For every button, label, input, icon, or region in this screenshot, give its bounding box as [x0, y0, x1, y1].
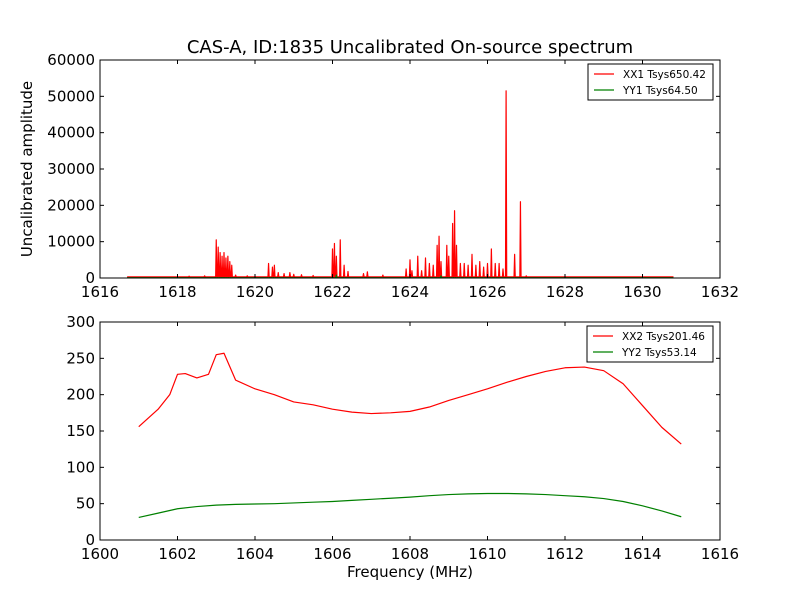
y-tick-label: 250: [66, 349, 95, 367]
x-tick-label: 1620: [236, 283, 274, 301]
top-panel: CAS-A, ID:1835 Uncalibrated On-source sp…: [18, 37, 739, 301]
x-axis-label: Frequency (MHz): [347, 563, 473, 581]
x-tick-label: 1600: [81, 545, 119, 563]
x-tick-label: 1616: [81, 283, 119, 301]
x-tick-label: 1630: [623, 283, 661, 301]
bottom-plot-area: 1600 1602 1604 1606 1608 1610 1612 1614 1616 0 50 1…: [66, 313, 739, 563]
legend-box: [587, 63, 714, 101]
x-tick-label: 1622: [313, 283, 351, 301]
x-tick-label: 1610: [468, 545, 506, 563]
y-tick-label: 0: [85, 269, 95, 287]
x-tick-label: 1628: [546, 283, 584, 301]
y-axis-label: Uncalibrated amplitude: [18, 81, 36, 257]
y-tick-label: 50: [76, 495, 95, 513]
chart-title: CAS-A, ID:1835 Uncalibrated On-source sp…: [187, 37, 633, 58]
top-plot-area: 1616 1618 1620 1622 1624 1626 1628 1630 1632 0 100…: [47, 51, 739, 301]
bottom-panel: Frequency (MHz) 1600 1602 1604 1606 1608 1610…: [66, 313, 739, 581]
legend-box: [586, 325, 714, 363]
series-line-xx2: [138, 352, 682, 445]
y-tick-label: 0: [85, 531, 95, 549]
series-line-yy2: [138, 492, 682, 519]
legend-label-xx2: XX2 Tsys201.46: [622, 331, 705, 343]
y-tick-label: 150: [66, 422, 95, 440]
x-tick-label: 1624: [391, 283, 429, 301]
x-tick-label: 1618: [158, 283, 196, 301]
x-tick-label: 1626: [468, 283, 506, 301]
bottom-legend: XX2 Tsys201.46 YY2 Tsys53.14: [586, 325, 714, 363]
x-tick-label: 1614: [623, 545, 661, 563]
x-tick-label: 1606: [313, 545, 351, 563]
top-legend: XX1 Tsys650.42 YY1 Tsys64.50: [587, 63, 714, 101]
series-line-xx1: [127, 90, 674, 278]
x-tick-label: 1612: [546, 545, 584, 563]
y-tick-label: 300: [66, 313, 95, 331]
y-tick-label: 10000: [47, 233, 95, 251]
legend-label-yy1: YY1 Tsys64.50: [622, 85, 698, 97]
y-tick-label: 40000: [47, 124, 95, 142]
y-tick-label: 60000: [47, 51, 95, 69]
y-tick-label: 30000: [47, 160, 95, 178]
x-tick-label: 1608: [391, 545, 429, 563]
x-tick-label: 1632: [701, 283, 739, 301]
y-tick-label: 20000: [47, 196, 95, 214]
x-tick-label: 1602: [158, 545, 196, 563]
y-tick-label: 100: [66, 458, 95, 476]
x-tick-label: 1616: [701, 545, 739, 563]
y-tick-label: 50000: [47, 87, 95, 105]
legend-label-yy2: YY2 Tsys53.14: [621, 347, 697, 359]
legend-label-xx1: XX1 Tsys650.42: [623, 69, 706, 81]
y-tick-label: 200: [66, 386, 95, 404]
x-tick-label: 1604: [236, 545, 274, 563]
